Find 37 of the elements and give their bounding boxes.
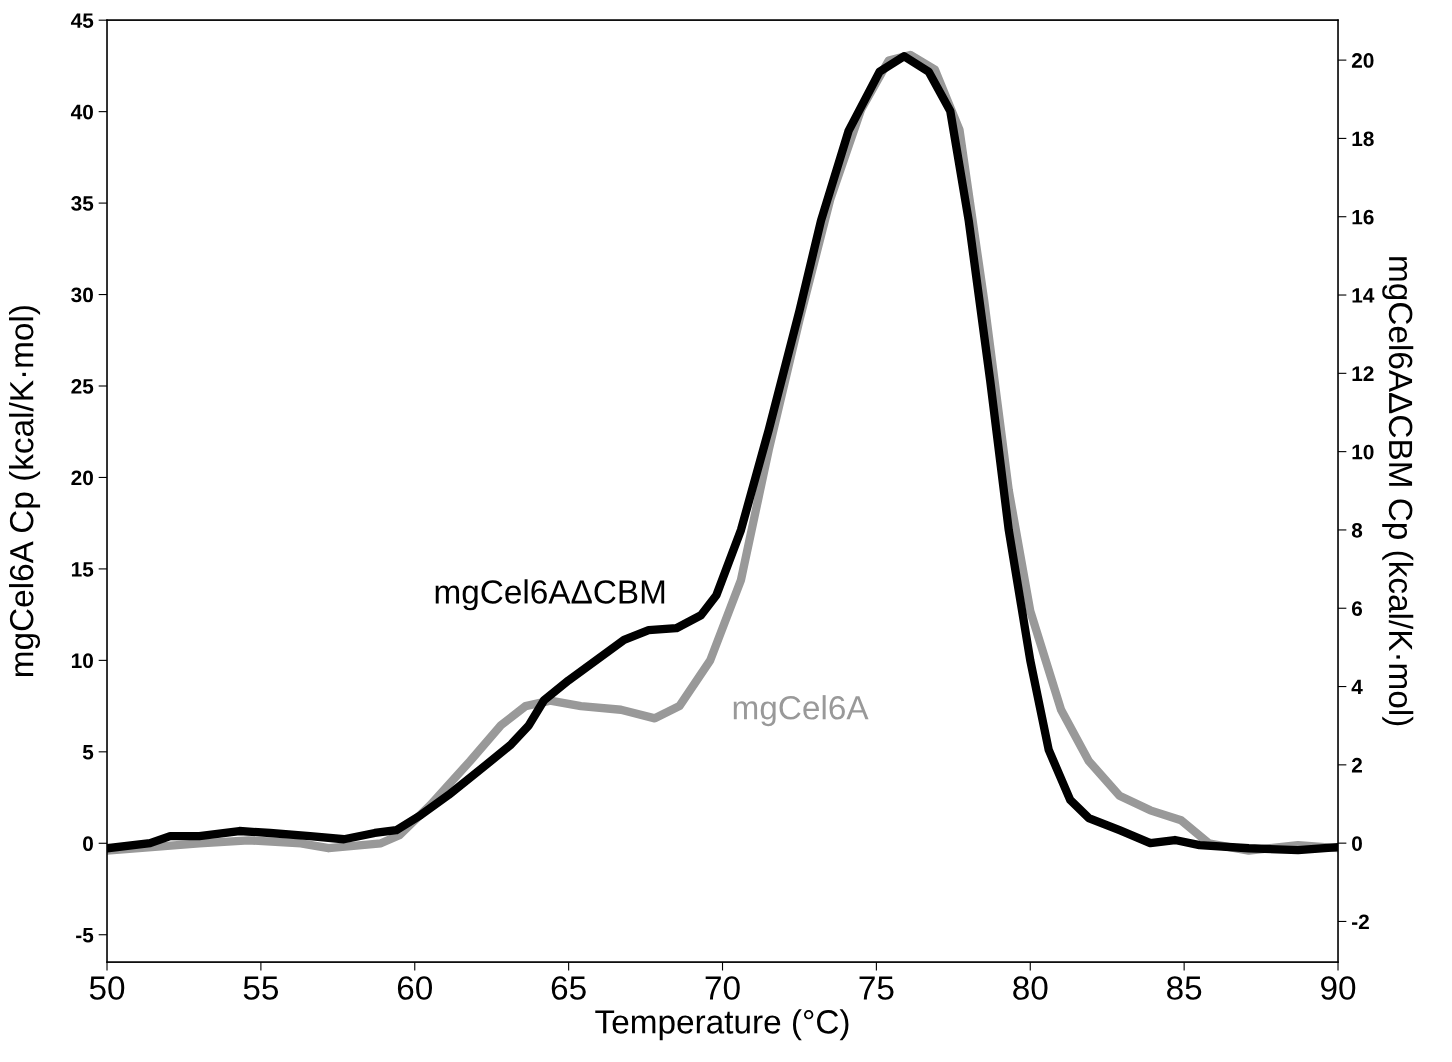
y2-tick-label: 2 <box>1351 757 1362 773</box>
y2-tick-label: 12 <box>1352 366 1374 381</box>
y2-tick-label: 16 <box>1352 209 1374 225</box>
y-tick-label: 0 <box>83 836 93 852</box>
y-tick-label: 30 <box>71 287 93 303</box>
y-tick-label: 45 <box>70 13 94 28</box>
x-tick-label: 70 <box>705 976 740 1000</box>
x-tick-label: 60 <box>397 976 432 1000</box>
x-tick-label: 90 <box>1321 976 1356 1000</box>
y2-tick-label: 6 <box>1351 601 1363 616</box>
series-label: mgCel6A <box>733 695 869 727</box>
y-tick-label: 5 <box>82 745 94 760</box>
y2-tick-label: 14 <box>1352 288 1375 303</box>
x-tick-label: 50 <box>89 976 125 1000</box>
y-tick-label: 25 <box>71 379 94 394</box>
y2-tick-label: 8 <box>1351 522 1363 538</box>
y-axis-title: mgCel6A Cp (kcal/K·mol) <box>9 306 41 677</box>
y-tick-label: -5 <box>76 927 94 943</box>
y2-axis-title: mgCel6AΔCBM Cp (kcal/K·mol) <box>1382 257 1414 726</box>
x-tick-label: 65 <box>551 976 586 1000</box>
y-tick-label: 10 <box>71 653 93 669</box>
y2-tick-label: 4 <box>1351 679 1363 695</box>
y2-tick-label: 0 <box>1352 836 1362 851</box>
x-axis-title: Temperature (°C) <box>595 1009 849 1041</box>
x-tick-label: 75 <box>859 976 894 1000</box>
y-tick-label: 35 <box>71 196 94 211</box>
y2-tick-label: 18 <box>1352 131 1374 147</box>
y-tick-label: 40 <box>70 104 93 120</box>
x-tick-label: 80 <box>1013 976 1048 1000</box>
x-tick-label: 85 <box>1167 976 1202 1000</box>
series-label: mgCel6AΔCBM <box>435 579 665 611</box>
y2-tick-label: 10 <box>1352 444 1374 460</box>
x-tick-label: 55 <box>243 976 279 1000</box>
y2-tick-label: 20 <box>1351 53 1374 68</box>
y2-tick-label: -2 <box>1352 914 1369 929</box>
y-tick-label: 20 <box>71 470 93 486</box>
y-tick-label: 15 <box>71 562 94 577</box>
